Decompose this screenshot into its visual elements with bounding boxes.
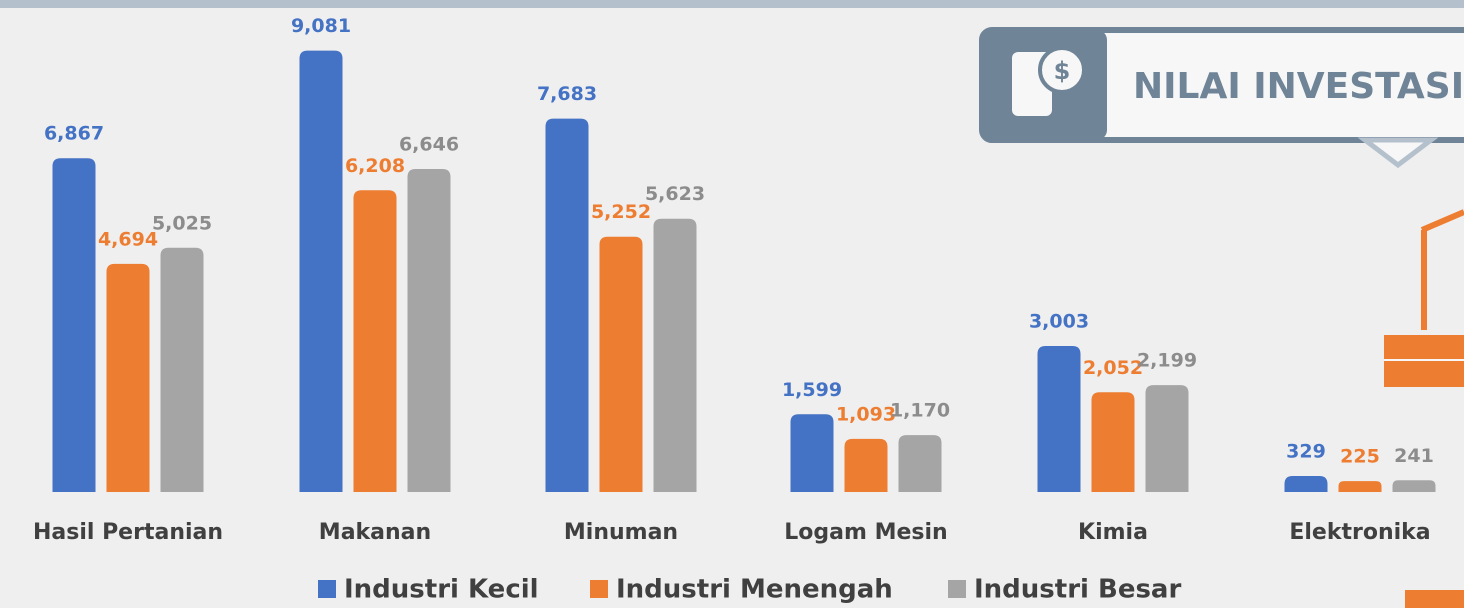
corner-block (1405, 590, 1464, 608)
chart-title: NILAI INVESTASI (1133, 66, 1464, 107)
legend-swatch (590, 580, 608, 598)
data-label: 2,199 (1137, 350, 1197, 372)
bar (1339, 481, 1382, 492)
data-label: 241 (1394, 445, 1434, 467)
data-label: 1,093 (836, 403, 896, 425)
bar (600, 237, 643, 492)
x-tick-label: Makanan (319, 520, 431, 545)
legend-label: Industri Kecil (344, 575, 539, 605)
x-tick-label: Elektronika (1289, 520, 1430, 545)
bar (161, 248, 204, 492)
data-label: 5,623 (645, 183, 705, 205)
bar (1146, 385, 1189, 492)
data-label: 5,025 (152, 212, 212, 234)
data-label: 329 (1286, 441, 1326, 463)
bar (791, 414, 834, 492)
bar (845, 439, 888, 492)
bar (53, 158, 96, 492)
data-label: 5,252 (591, 201, 651, 223)
legend-swatch (948, 580, 966, 598)
bar (1285, 476, 1328, 492)
bar (1038, 346, 1081, 492)
legend-swatch (318, 580, 336, 598)
bar (1092, 392, 1135, 492)
legend-label: Industri Besar (974, 575, 1181, 605)
x-tick-label: Minuman (564, 520, 678, 545)
bar (899, 435, 942, 492)
data-label: 225 (1340, 446, 1380, 468)
data-label: 1,599 (782, 379, 842, 401)
bar (654, 219, 697, 492)
bar (546, 119, 589, 492)
x-tick-label: Logam Mesin (784, 520, 947, 545)
bar (354, 190, 397, 492)
bar (1393, 480, 1436, 492)
x-tick-label: Kimia (1078, 520, 1148, 545)
data-label: 6,208 (345, 155, 405, 177)
top-strip (0, 0, 1464, 8)
data-label: 7,683 (537, 83, 597, 105)
data-label: 9,081 (291, 15, 351, 37)
bar (107, 264, 150, 492)
data-label: 2,052 (1083, 357, 1143, 379)
data-label: 1,170 (890, 400, 950, 422)
dollar-sign: $ (1054, 57, 1071, 85)
x-tick-label: Hasil Pertanian (33, 520, 223, 545)
data-label: 4,694 (98, 228, 158, 250)
data-label: 6,646 (399, 133, 459, 155)
legend-label: Industri Menengah (616, 575, 893, 605)
bar (408, 169, 451, 492)
chart: $ NILAI INVESTASI Hasil Pertanian Makanan… (0, 0, 1464, 608)
data-label: 6,867 (44, 123, 104, 145)
bar (300, 51, 343, 492)
data-label: 3,003 (1029, 311, 1089, 333)
